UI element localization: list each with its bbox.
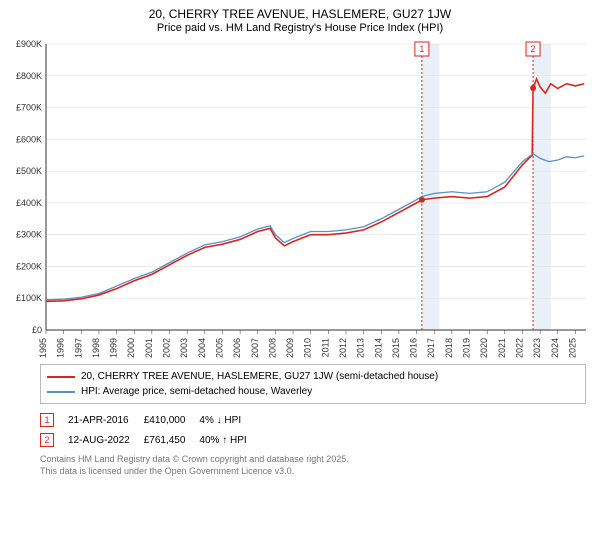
legend-item-price-paid: 20, CHERRY TREE AVENUE, HASLEMERE, GU27 … (47, 369, 579, 384)
svg-text:2002: 2002 (162, 338, 172, 358)
svg-text:2010: 2010 (303, 338, 313, 358)
transaction-date: 12-AUG-2022 (68, 430, 144, 450)
svg-text:2004: 2004 (197, 338, 207, 358)
transaction-marker-badge: 2 (40, 433, 54, 447)
svg-text:2006: 2006 (232, 338, 242, 358)
svg-text:2021: 2021 (497, 338, 507, 358)
svg-text:2017: 2017 (426, 338, 436, 358)
svg-text:£800K: £800K (16, 71, 42, 81)
svg-text:1998: 1998 (91, 338, 101, 358)
svg-text:2023: 2023 (532, 338, 542, 358)
svg-text:2020: 2020 (479, 338, 489, 358)
svg-text:2019: 2019 (462, 338, 472, 358)
legend: 20, CHERRY TREE AVENUE, HASLEMERE, GU27 … (40, 364, 586, 404)
legend-swatch (47, 391, 75, 393)
chart-subtitle: Price paid vs. HM Land Registry's House … (8, 22, 592, 34)
svg-text:2009: 2009 (285, 338, 295, 358)
svg-text:2025: 2025 (567, 338, 577, 358)
svg-text:1995: 1995 (38, 338, 48, 358)
svg-text:2003: 2003 (179, 338, 189, 358)
svg-text:1999: 1999 (109, 338, 119, 358)
svg-text:2011: 2011 (320, 338, 330, 357)
legend-label: 20, CHERRY TREE AVENUE, HASLEMERE, GU27 … (81, 369, 438, 384)
table-row: 1 21-APR-2016£410,0004% ↓ HPI (40, 410, 261, 430)
footer-line: Contains HM Land Registry data © Crown c… (40, 454, 586, 466)
line-chart: £0 £100K £200K £300K £400K £500K £600K £700K £80… (8, 38, 592, 358)
chart-title: 20, CHERRY TREE AVENUE, HASLEMERE, GU27 … (8, 6, 592, 22)
svg-text:£200K: £200K (16, 262, 42, 272)
svg-text:1997: 1997 (73, 338, 83, 358)
transactions-table: 1 21-APR-2016£410,0004% ↓ HPI 2 12-AUG-2022… (40, 410, 261, 450)
transaction-marker-badge: 1 (40, 413, 54, 427)
svg-text:1996: 1996 (56, 338, 66, 358)
svg-text:2022: 2022 (514, 338, 524, 358)
svg-text:£700K: £700K (16, 103, 42, 113)
svg-text:£300K: £300K (16, 230, 42, 240)
svg-text:£600K: £600K (16, 135, 42, 145)
svg-text:2018: 2018 (444, 338, 454, 358)
transaction-price: £761,450 (144, 430, 200, 450)
footer-attribution: Contains HM Land Registry data © Crown c… (40, 454, 586, 477)
legend-item-hpi: HPI: Average price, semi-detached house,… (47, 384, 579, 399)
transaction-price: £410,000 (144, 410, 200, 430)
svg-text:1: 1 (419, 44, 424, 54)
transaction-delta: 40% ↑ HPI (199, 430, 260, 450)
svg-text:2013: 2013 (356, 338, 366, 358)
transaction-date: 21-APR-2016 (68, 410, 144, 430)
svg-text:£100K: £100K (16, 293, 42, 303)
svg-text:£500K: £500K (16, 166, 42, 176)
svg-text:2005: 2005 (214, 338, 224, 358)
svg-text:£900K: £900K (16, 39, 42, 49)
svg-text:2012: 2012 (338, 338, 348, 358)
svg-text:2001: 2001 (144, 338, 154, 358)
svg-text:2015: 2015 (391, 338, 401, 358)
svg-text:2024: 2024 (550, 338, 560, 358)
legend-label: HPI: Average price, semi-detached house,… (81, 384, 312, 399)
svg-text:2008: 2008 (267, 338, 277, 358)
table-row: 2 12-AUG-2022£761,45040% ↑ HPI (40, 430, 261, 450)
footer-line: This data is licensed under the Open Gov… (40, 466, 586, 478)
svg-text:£0: £0 (32, 325, 42, 335)
legend-swatch (47, 376, 75, 378)
transaction-delta: 4% ↓ HPI (199, 410, 260, 430)
svg-text:2000: 2000 (126, 338, 136, 358)
svg-text:2014: 2014 (373, 338, 383, 358)
svg-text:£400K: £400K (16, 198, 42, 208)
svg-text:2: 2 (531, 44, 536, 54)
svg-text:2007: 2007 (250, 338, 260, 358)
chart-area: £0 £100K £200K £300K £400K £500K £600K £700K £80… (8, 38, 592, 358)
svg-text:2016: 2016 (409, 338, 419, 358)
